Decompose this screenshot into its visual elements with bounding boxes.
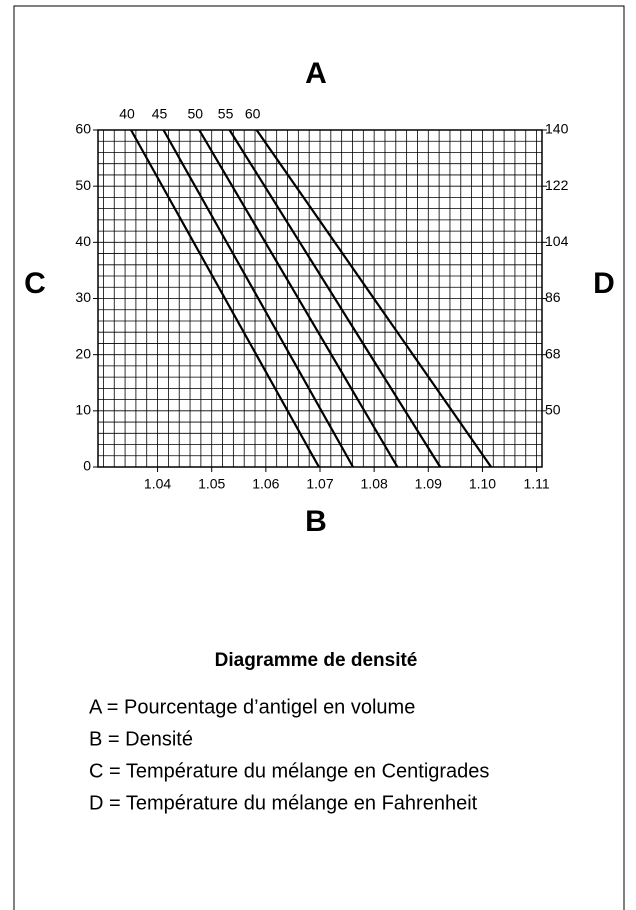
y-tick-label: 60 xyxy=(75,121,91,137)
data-line xyxy=(130,129,320,468)
x-tick-label: 1.04 xyxy=(144,476,171,492)
y-axis-label: C xyxy=(24,267,46,300)
y2-tick-label: 50 xyxy=(545,402,561,418)
data-line xyxy=(255,129,493,468)
y-tick-label: 0 xyxy=(83,458,91,474)
x-tick-label: 1.05 xyxy=(198,476,225,492)
page-frame xyxy=(13,5,625,910)
x-tick-label: 1.11 xyxy=(523,476,549,492)
series-label: 50 xyxy=(187,106,203,122)
y2-tick-label: 122 xyxy=(545,177,569,193)
legend-line: C = Température du mélange en Centigrade… xyxy=(89,760,489,782)
y2-tick-label: 140 xyxy=(545,121,569,137)
chart-title: Diagramme de densité xyxy=(215,650,418,671)
x-tick-label: 1.10 xyxy=(469,476,496,492)
y2-tick-label: 104 xyxy=(545,233,569,249)
legend-line: D = Température du mélange en Fahrenheit xyxy=(89,792,478,814)
y-tick-label: 20 xyxy=(75,345,91,361)
top-axis-label: A xyxy=(305,57,327,90)
series-label: 40 xyxy=(119,106,135,122)
series-label: 45 xyxy=(152,106,168,122)
y2-tick-label: 68 xyxy=(545,345,561,361)
x-tick-label: 1.07 xyxy=(306,476,333,492)
y-tick-label: 40 xyxy=(75,233,91,249)
x-tick-label: 1.06 xyxy=(252,476,279,492)
y-tick-label: 30 xyxy=(75,289,91,305)
data-line xyxy=(162,129,354,468)
y-tick-label: 50 xyxy=(75,177,91,193)
x-axis-label: B xyxy=(305,505,327,538)
y2-axis-label: D xyxy=(593,267,615,300)
y2-tick-label: 86 xyxy=(545,289,561,305)
series-label: 55 xyxy=(218,106,234,122)
data-line xyxy=(228,129,442,468)
x-tick-label: 1.08 xyxy=(361,476,388,492)
x-tick-label: 1.09 xyxy=(415,476,442,492)
legend-line: A = Pourcentage d’antigel en volume xyxy=(89,696,415,718)
y-tick-label: 10 xyxy=(75,402,91,418)
data-line xyxy=(198,129,399,468)
legend-line: B = Densité xyxy=(89,728,193,750)
series-label: 60 xyxy=(245,106,261,122)
